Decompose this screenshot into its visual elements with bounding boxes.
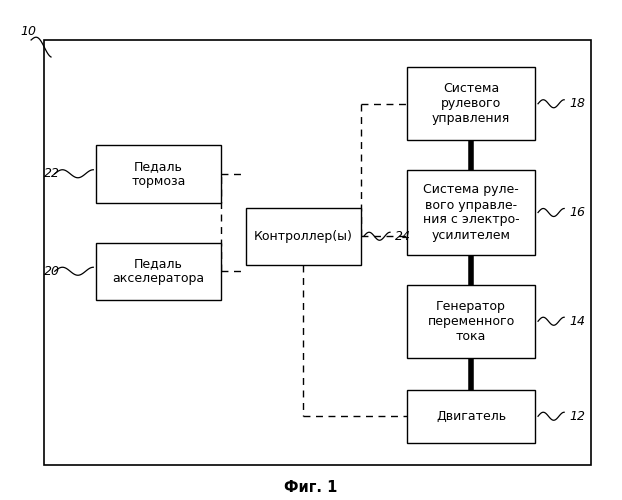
Text: Система руле-
вого управле-
ния с электро-
усилителем: Система руле- вого управле- ния с электр… bbox=[423, 184, 519, 242]
Text: 20: 20 bbox=[44, 265, 60, 278]
Bar bbox=[407, 68, 535, 140]
Text: Генератор
переменного
тока: Генератор переменного тока bbox=[427, 300, 515, 343]
Text: Педаль
тормоза: Педаль тормоза bbox=[131, 160, 186, 188]
Text: 16: 16 bbox=[569, 206, 585, 219]
Text: 14: 14 bbox=[569, 315, 585, 328]
Bar bbox=[246, 208, 361, 265]
Bar bbox=[96, 145, 221, 203]
Text: Контроллер(ы): Контроллер(ы) bbox=[254, 230, 353, 243]
Text: Система
рулевого
управления: Система рулевого управления bbox=[432, 82, 510, 125]
Text: Фиг. 1: Фиг. 1 bbox=[284, 480, 338, 495]
Bar bbox=[44, 40, 591, 465]
Text: 22: 22 bbox=[44, 167, 60, 180]
Text: 18: 18 bbox=[569, 97, 585, 110]
Text: Педаль
акселератора: Педаль акселератора bbox=[113, 257, 205, 285]
Text: Двигатель: Двигатель bbox=[436, 410, 506, 423]
Bar bbox=[96, 242, 221, 300]
Text: 12: 12 bbox=[569, 410, 585, 423]
Bar bbox=[407, 285, 535, 358]
Bar bbox=[407, 170, 535, 255]
Bar bbox=[407, 390, 535, 442]
Text: 24: 24 bbox=[395, 230, 411, 243]
Text: 10: 10 bbox=[20, 24, 36, 38]
